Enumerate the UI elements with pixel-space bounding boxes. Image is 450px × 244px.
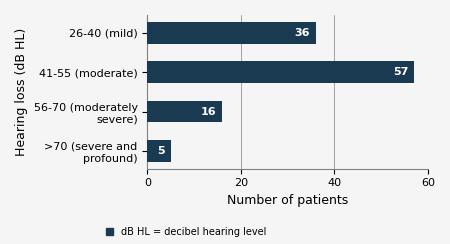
- Bar: [148, 101, 222, 122]
- Legend: dB HL = decibel hearing level: dB HL = decibel hearing level: [102, 223, 270, 241]
- Text: 16: 16: [201, 107, 216, 117]
- Text: 5: 5: [158, 146, 165, 156]
- Text: 57: 57: [393, 67, 408, 77]
- Bar: [148, 61, 414, 83]
- Y-axis label: Hearing loss (dB HL): Hearing loss (dB HL): [15, 28, 28, 156]
- X-axis label: Number of patients: Number of patients: [227, 194, 348, 207]
- Bar: [148, 22, 316, 44]
- Text: 36: 36: [295, 28, 310, 38]
- Bar: [148, 140, 171, 162]
